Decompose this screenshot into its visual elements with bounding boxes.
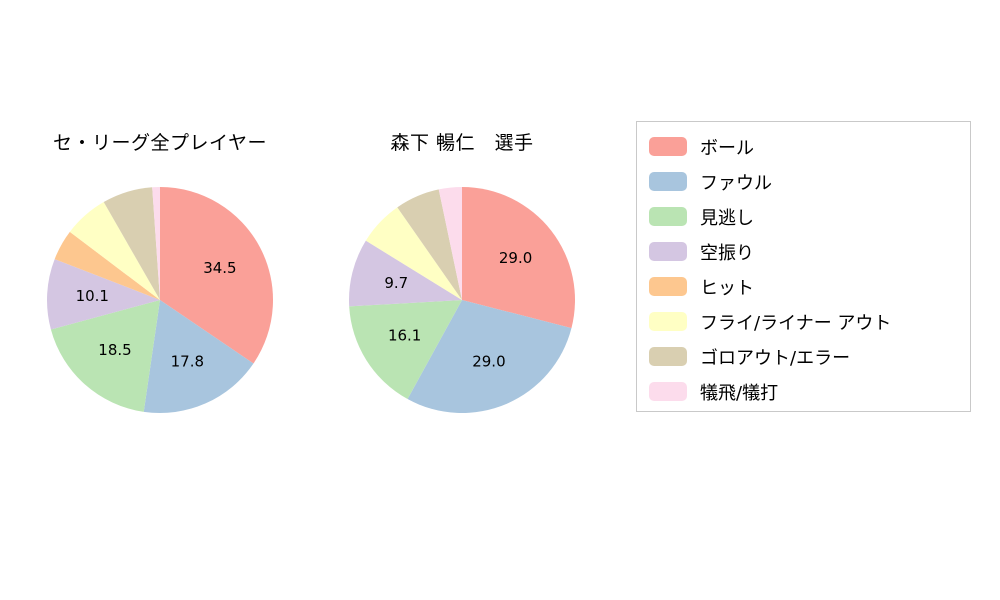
legend-swatch-fly-liner-out <box>649 312 687 331</box>
pie-slice-label: 9.7 <box>384 274 408 292</box>
legend-swatch-called-strike <box>649 207 687 226</box>
legend-item: ゴロアウト/エラー <box>649 339 970 374</box>
left-pie-title: セ・リーグ全プレイヤー <box>53 132 267 154</box>
pie-slice-label: 17.8 <box>171 353 204 371</box>
legend-item: フライ/ライナー アウト <box>649 304 970 339</box>
legend-label-swinging-miss: 空振り <box>700 242 754 264</box>
legend-item: ヒット <box>649 269 970 304</box>
legend-label-ball: ボール <box>700 137 754 159</box>
legend-item: ボール <box>649 129 970 164</box>
pie-slice <box>160 187 273 364</box>
legend-label-hit: ヒット <box>700 277 754 299</box>
pie-slice-label: 29.0 <box>499 249 532 267</box>
pie-slice <box>349 300 462 400</box>
pie-slice-label: 16.1 <box>388 327 421 345</box>
legend-label-called-strike: 見逃し <box>700 207 754 229</box>
pie-slice <box>143 300 254 413</box>
legend-swatch-ground-out-error <box>649 347 687 366</box>
legend-item: 空振り <box>649 234 970 269</box>
legend-swatch-sacrifice <box>649 382 687 401</box>
legend-item: 犠飛/犠打 <box>649 374 970 409</box>
pie-slice <box>438 187 462 300</box>
pie-slice <box>462 187 575 329</box>
pie-slice <box>54 231 160 300</box>
legend-label-ground-out-error: ゴロアウト/エラー <box>700 347 851 369</box>
legend-item: ファウル <box>649 164 970 199</box>
pie-slice <box>50 300 160 412</box>
pie-slice-label: 29.0 <box>472 353 505 371</box>
pie-slice <box>349 240 462 307</box>
right-pie-title: 森下 暢仁 選手 <box>390 132 534 154</box>
pie-slice-label: 18.5 <box>98 341 131 359</box>
pie-slice <box>46 259 160 330</box>
pie-slice <box>365 207 462 300</box>
legend-label-sacrifice: 犠飛/犠打 <box>700 382 779 404</box>
pie-slice-label: 34.5 <box>203 259 236 277</box>
pie-slice <box>152 187 160 300</box>
right-pie-chart: 29.0 29.0 16.1 9.7 <box>349 187 575 413</box>
legend-item: 見逃し <box>649 199 970 234</box>
legend-swatch-foul <box>649 172 687 191</box>
left-pie-chart: 34.5 17.8 18.5 10.1 <box>46 187 273 413</box>
legend-swatch-hit <box>649 277 687 296</box>
legend: ボール ファウル 見逃し 空振り ヒット フライ/ライナー アウト ゴロアウト/… <box>636 121 971 412</box>
pie-slice-label: 10.1 <box>76 287 109 305</box>
pie-slice <box>103 187 160 300</box>
legend-swatch-ball <box>649 137 687 156</box>
pie-slice <box>397 189 462 300</box>
legend-label-foul: ファウル <box>700 172 772 194</box>
legend-swatch-swinging-miss <box>649 242 687 261</box>
legend-label-fly-liner-out: フライ/ライナー アウト <box>700 312 892 334</box>
pie-slice <box>69 202 160 300</box>
pie-slice <box>407 300 572 413</box>
